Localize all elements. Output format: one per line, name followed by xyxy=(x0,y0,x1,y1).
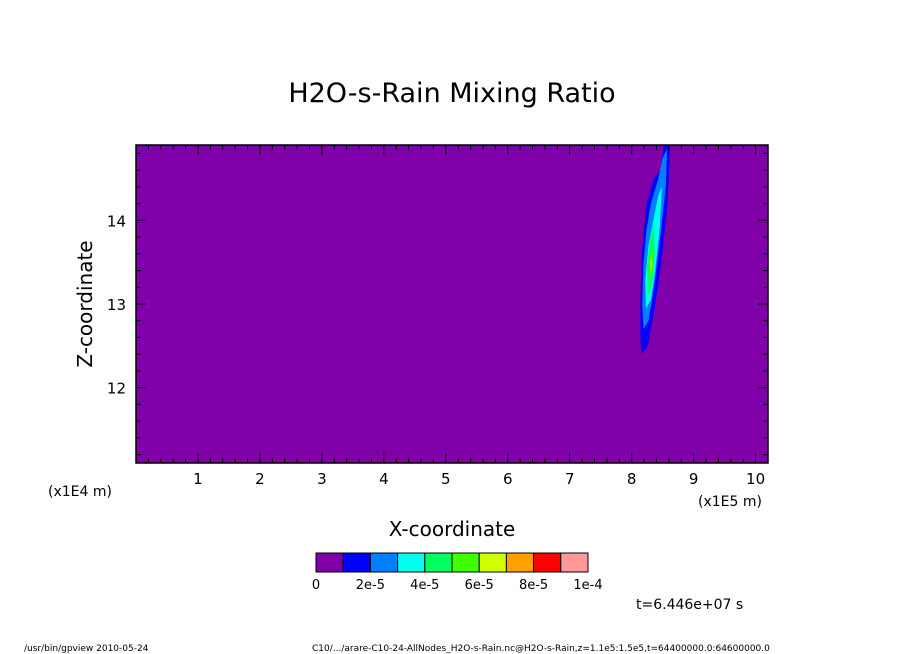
colorbar-swatch xyxy=(560,552,589,573)
y-tick-label: 12 xyxy=(107,380,126,398)
x-axis-label: X-coordinate xyxy=(389,517,516,541)
colorbar-label: 8e-5 xyxy=(519,578,548,593)
colorbar-swatch xyxy=(505,552,535,573)
colorbar-label: 0 xyxy=(312,578,320,593)
x-tick-label: 9 xyxy=(689,470,699,488)
colorbar-swatch xyxy=(478,552,507,573)
y-tick-label: 13 xyxy=(107,296,126,314)
colorbar: 0 2e-5 4e-5 6e-5 8e-5 1e-4 xyxy=(312,552,603,593)
colorbar-label: 6e-5 xyxy=(465,578,494,593)
y-axis-label: Z-coordinate xyxy=(73,240,97,367)
x-tick-label: 2 xyxy=(255,470,265,488)
x-tick-label: 8 xyxy=(627,470,637,488)
plot-area xyxy=(136,145,768,463)
contour-layer xyxy=(640,145,671,355)
x-tick-label: 10 xyxy=(746,470,765,488)
chart-title: H2O-s-Rain Mixing Ratio xyxy=(288,78,615,109)
colorbar-label: 1e-4 xyxy=(573,578,602,593)
contour-level-6 xyxy=(650,258,653,273)
y-tick-label: 14 xyxy=(107,212,126,230)
time-label: t=6.446e+07 s xyxy=(636,597,743,613)
colorbar-swatch xyxy=(533,552,562,573)
colorbar-swatch xyxy=(424,552,453,573)
footer-left: /usr/bin/gpview 2010-05-24 xyxy=(24,644,149,654)
colorbar-label: 4e-5 xyxy=(410,578,439,593)
colorbar-swatch xyxy=(397,552,426,573)
colorbar-swatch xyxy=(451,552,480,573)
x-tick-label: 7 xyxy=(565,470,575,488)
colorbar-swatch xyxy=(315,552,344,573)
footer-right: C10/.../arare-C10-24-AllNodes_H2O-s-Rain… xyxy=(312,644,770,654)
x-tick-label: 1 xyxy=(193,470,203,488)
colorbar-label: 2e-5 xyxy=(356,578,385,593)
colorbar-swatch xyxy=(342,552,371,573)
x-tick-label: 6 xyxy=(503,470,513,488)
x-tick-label: 3 xyxy=(317,470,327,488)
y-unit-label: (x1E4 m) xyxy=(48,484,112,500)
x-tick-label: 5 xyxy=(441,470,451,488)
x-unit-label: (x1E5 m) xyxy=(698,494,762,510)
colorbar-swatch xyxy=(369,552,399,573)
x-tick-label: 4 xyxy=(379,470,389,488)
